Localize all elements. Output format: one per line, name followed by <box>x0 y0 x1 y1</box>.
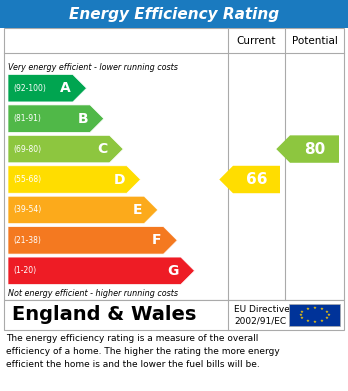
Text: ★: ★ <box>300 310 304 314</box>
Text: England & Wales: England & Wales <box>12 305 196 325</box>
Text: Potential: Potential <box>292 36 338 45</box>
Text: (55-68): (55-68) <box>13 175 41 184</box>
Text: (92-100): (92-100) <box>13 84 46 93</box>
Text: ★: ★ <box>306 319 309 323</box>
Text: E: E <box>133 203 142 217</box>
Text: ★: ★ <box>327 313 331 317</box>
Polygon shape <box>8 75 87 102</box>
Text: (81-91): (81-91) <box>13 114 41 123</box>
Bar <box>289 304 340 326</box>
Text: ★: ★ <box>313 319 316 324</box>
Polygon shape <box>8 105 104 133</box>
Text: 80: 80 <box>304 142 325 156</box>
Text: A: A <box>60 81 71 95</box>
Text: (39-54): (39-54) <box>13 205 41 214</box>
Bar <box>4 28 344 300</box>
Polygon shape <box>8 196 158 224</box>
Text: efficiency of a home. The higher the rating the more energy: efficiency of a home. The higher the rat… <box>6 347 280 356</box>
Text: 66: 66 <box>246 172 267 187</box>
Text: ★: ★ <box>325 310 329 314</box>
Bar <box>0 0 348 28</box>
Text: Energy Efficiency Rating: Energy Efficiency Rating <box>69 7 279 22</box>
Text: Very energy efficient - lower running costs: Very energy efficient - lower running co… <box>8 63 178 72</box>
Text: C: C <box>97 142 108 156</box>
Text: D: D <box>113 172 125 187</box>
Text: G: G <box>167 264 179 278</box>
Text: ★: ★ <box>313 307 316 310</box>
Polygon shape <box>8 227 177 254</box>
Text: EU Directive
2002/91/EC: EU Directive 2002/91/EC <box>234 305 290 325</box>
Text: ★: ★ <box>298 313 302 317</box>
Text: efficient the home is and the lower the fuel bills will be.: efficient the home is and the lower the … <box>6 360 260 369</box>
Text: ★: ★ <box>320 319 324 323</box>
Text: ★: ★ <box>300 316 304 320</box>
Polygon shape <box>276 135 339 163</box>
Text: (69-80): (69-80) <box>13 145 41 154</box>
Polygon shape <box>8 166 141 193</box>
Polygon shape <box>219 166 280 193</box>
Text: ★: ★ <box>320 307 324 311</box>
Text: B: B <box>78 112 88 126</box>
Text: ★: ★ <box>306 307 309 311</box>
Text: (1-20): (1-20) <box>13 266 36 275</box>
Text: The energy efficiency rating is a measure of the overall: The energy efficiency rating is a measur… <box>6 334 258 343</box>
Polygon shape <box>8 257 195 285</box>
Bar <box>4 300 344 330</box>
Polygon shape <box>8 135 123 163</box>
Text: F: F <box>152 233 161 248</box>
Text: (21-38): (21-38) <box>13 236 41 245</box>
Text: Not energy efficient - higher running costs: Not energy efficient - higher running co… <box>8 289 178 298</box>
Text: ★: ★ <box>325 316 329 320</box>
Text: Current: Current <box>237 36 276 45</box>
